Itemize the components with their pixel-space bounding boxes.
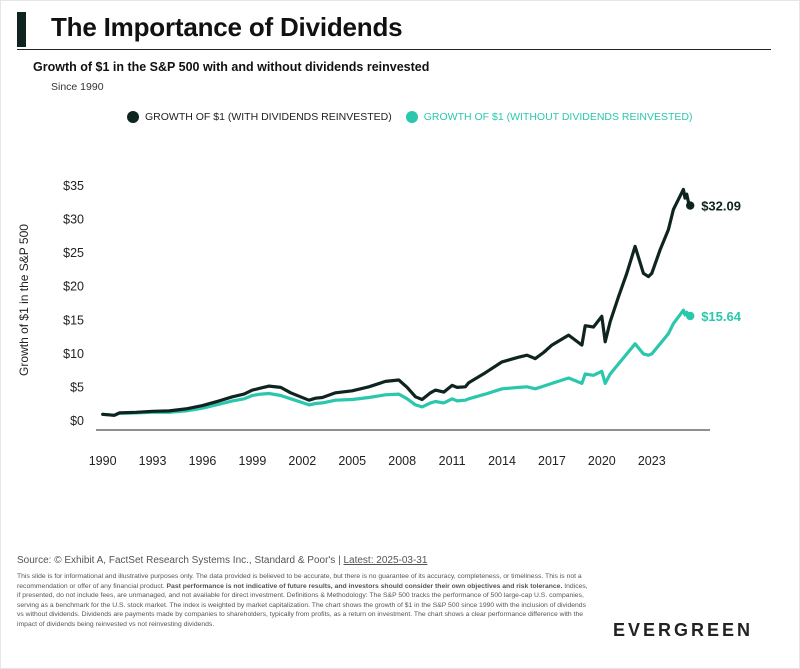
x-tick-label: 1996 (189, 454, 217, 468)
evergreen-logo: EVERGREEN (613, 620, 754, 640)
title-accent-bar (17, 12, 26, 47)
line-chart: $0 $5 $10 $15 $20 $25 $30 $35 1990 1993 1996 1999 20… (63, 179, 742, 468)
x-tick-label: 1990 (89, 454, 117, 468)
x-tick-label: 1999 (239, 454, 267, 468)
source-note: Source: © Exhibit A, FactSet Research Sy… (17, 555, 427, 566)
series-line-with-dividends (101, 187, 691, 417)
x-tick-label: 2005 (338, 454, 366, 468)
source-text: Source: © Exhibit A, FactSet Research Sy… (17, 555, 344, 566)
x-tick-label: 2023 (638, 454, 666, 468)
y-tick-label: $20 (63, 280, 84, 294)
x-tick-label: 2014 (488, 454, 516, 468)
chart-legend: GROWTH OF $1 (WITH DIVIDENDS REINVESTED)… (127, 111, 693, 123)
x-tick-label: 2002 (288, 454, 316, 468)
page-title: The Importance of Dividends (51, 12, 403, 42)
legend-item-with-dividends: GROWTH OF $1 (WITH DIVIDENDS REINVESTED) (127, 111, 392, 123)
legend-marker-without-dividends (405, 111, 418, 123)
disclaimer-bold-text: Past performance is not indicative of fu… (166, 582, 563, 590)
y-tick-label: $10 (63, 347, 84, 361)
series-line-without-dividends (101, 308, 691, 417)
x-tick-label: 2011 (439, 454, 466, 468)
latest-date-link[interactable]: Latest: 2025-03-31 (343, 555, 428, 566)
end-point-without-dividends (686, 311, 695, 321)
chart-subtitle: Growth of $1 in the S&P 500 with and wit… (33, 60, 430, 74)
disclaimer: This slide is for informational and illu… (17, 572, 592, 629)
legend-label-without-dividends: GROWTH OF $1 (WITHOUT DIVIDENDS REINVEST… (423, 111, 693, 123)
y-tick-label: $30 (63, 213, 84, 227)
title-divider (17, 49, 771, 50)
x-tick-label: 2017 (538, 454, 566, 468)
y-tick-label: $0 (70, 414, 84, 428)
legend-label-with-dividends: GROWTH OF $1 (WITH DIVIDENDS REINVESTED) (145, 111, 392, 123)
since-note: Since 1990 (51, 81, 104, 93)
x-tick-label: 2008 (388, 454, 416, 468)
disclaimer-text-continued: Indices, if presented, do not include fe… (17, 582, 588, 628)
end-label-without-dividends: $15.64 (701, 309, 742, 324)
y-tick-label: $5 (70, 380, 84, 394)
y-tick-label: $35 (63, 179, 84, 193)
y-tick-label: $25 (63, 246, 84, 260)
legend-marker-with-dividends (127, 111, 139, 123)
end-label-with-dividends: $32.09 (701, 199, 741, 214)
x-tick-label: 1993 (139, 454, 167, 468)
disclaimer-text: This slide is for informational and illu… (17, 573, 582, 590)
end-point-with-dividends (686, 201, 695, 210)
x-tick-label: 2020 (588, 454, 616, 468)
y-tick-label: $15 (63, 313, 84, 327)
legend-item-without-dividends: GROWTH OF $1 (WITHOUT DIVIDENDS REINVEST… (405, 111, 693, 123)
